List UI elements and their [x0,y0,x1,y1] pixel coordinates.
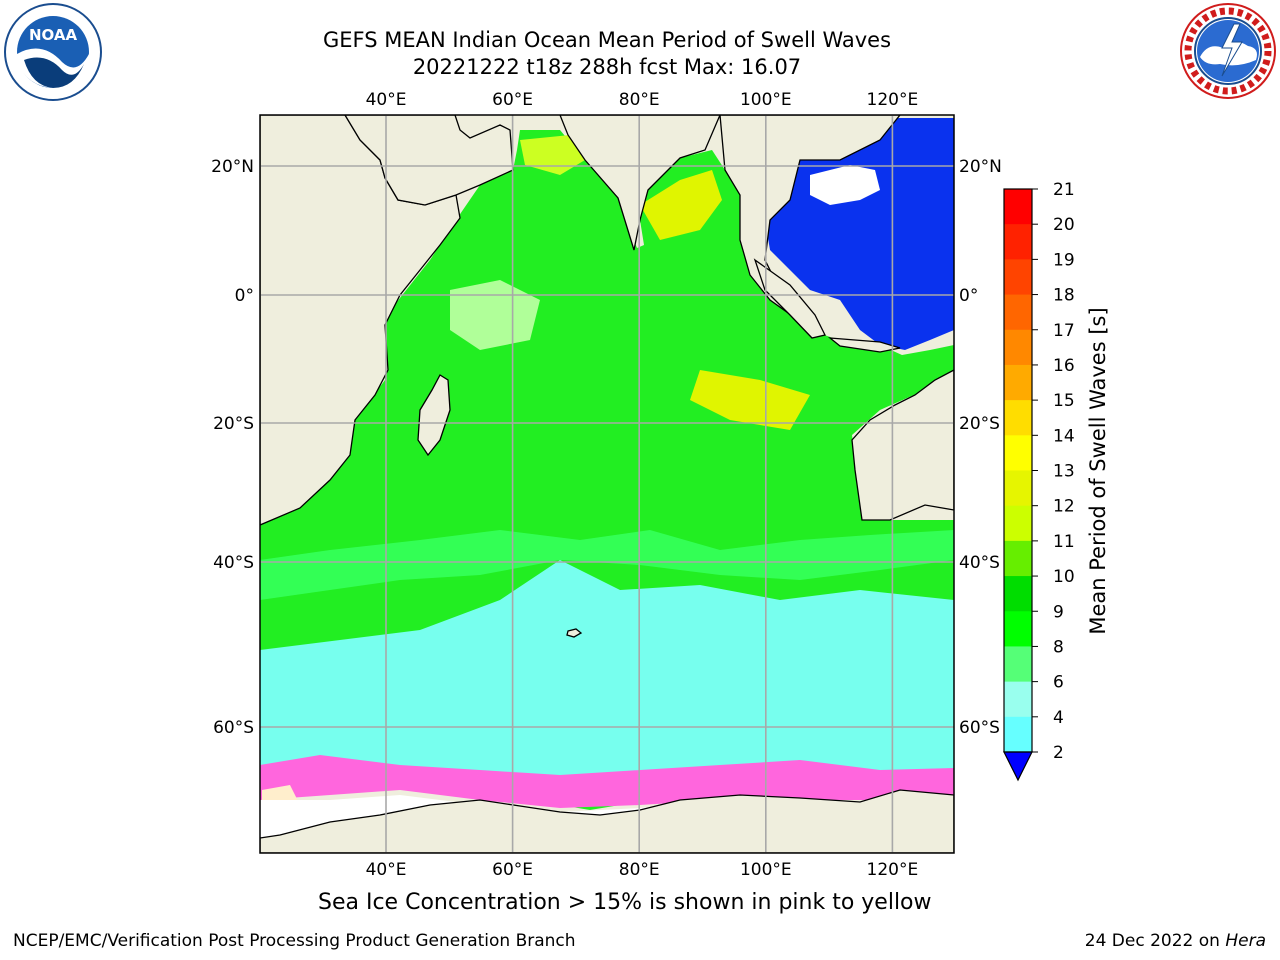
colorbar-tick-label: 21 [1053,180,1075,200]
yellow-swell-patch-3 [520,135,585,175]
lon-tick-label: 100°E [740,860,792,880]
noaa-logo: NOAA [4,3,102,101]
lon-tick-label: 100°E [740,90,792,110]
sea-ice-note: Sea Ice Concentration > 15% is shown in … [318,890,932,915]
colorbar-segment [1004,576,1032,612]
lon-tick-label: 120°E [867,860,919,880]
lat-tick-label-left: 20°N [211,157,254,177]
colorbar-segment [1004,329,1032,366]
colorbar-tick-label: 12 [1053,497,1075,517]
national-weather-service-logo [1180,3,1276,99]
lat-tick-label-right: 20°N [959,157,1002,177]
map-frame [259,114,955,854]
colorbar-tick-label: 20 [1053,215,1075,235]
land-sumatra [753,258,826,339]
footer-date-text: 24 Dec 2022 on [1084,931,1220,951]
sea-ice-band [260,755,954,808]
colorbar-tick-label: 2 [1053,743,1064,763]
no-data-patch [810,165,880,205]
lat-tick-label-left: 60°S [213,718,254,738]
noaa-logo-text: NOAA [29,26,78,44]
lat-tick-label-right: 40°S [959,553,1000,573]
chart-title: GEFS MEAN Indian Ocean Mean Period of Sw… [322,28,892,52]
footer-date: 24 Dec 2022 on Hera [1085,931,1266,951]
map-panel [260,115,954,853]
chart-subtitle: 20221222 t18z 288h fcst Max: 16.07 [412,55,802,79]
colorbar-under-extension [1003,751,1033,782]
colorbar-tick-label: 13 [1053,462,1075,482]
colorbar-tick-label: 11 [1053,532,1075,552]
map-tick-labels: 40°E 40°E 60°E 60°E 80°E 80°E 100°E 100°E 120°E 1… [211,90,1002,880]
land-java [827,337,901,353]
land-madagascar [417,374,451,457]
colorbar-tick-label: 14 [1053,426,1075,446]
lat-tick-label-left: 0° [235,286,254,306]
yellow-swell-patch-1 [640,170,722,240]
colorbar-tick-label: 10 [1053,567,1075,587]
land-antarctica [260,789,954,853]
colorbar-tick-label: 18 [1053,286,1075,306]
lat-tick-label-right: 20°S [959,414,1000,434]
lon-tick-label: 60°E [492,860,533,880]
colorbar-segment [1004,540,1032,577]
colorbar-segment [1004,470,1032,507]
colorbar-tick-label: 6 [1053,673,1064,693]
colorbar-segment [1004,646,1032,683]
colorbar-segment [1004,259,1032,296]
lat-tick-label-right: 60°S [959,718,1000,738]
colorbar-segment [1004,364,1032,401]
colorbar-tick-label: 19 [1053,250,1075,270]
lon-tick-label: 80°E [619,90,660,110]
colorbar: 21 20 19 18 17 16 15 14 13 12 11 10 9 8 6 4 2 [1003,180,1075,782]
colorbar-segment [1004,294,1032,331]
colorbar-tick-label: 16 [1053,356,1075,376]
lat-tick-label-left: 40°S [213,553,254,573]
footer-host: Hera [1225,931,1266,951]
lon-tick-label: 120°E [867,90,919,110]
colorbar-segment [1004,435,1032,471]
lon-tick-label: 40°E [366,90,407,110]
colorbar-tick-label: 4 [1053,708,1064,728]
colorbar-segment [1004,505,1032,542]
green-band [260,530,954,600]
lat-tick-label-left: 20°S [213,414,254,434]
colorbar-segment [1004,224,1032,260]
colorbar-segment [1004,189,1032,225]
land-kerguelen [566,628,583,638]
lon-tick-label: 80°E [619,860,660,880]
lon-tick-label: 60°E [492,90,533,110]
lat-tick-label-right: 0° [959,286,978,306]
lon-tick-label: 40°E [366,860,407,880]
southern-ocean-field [260,560,954,795]
colorbar-segment [1004,611,1032,647]
equatorial-cyan-patch [450,280,540,350]
colorbar-segment [1004,716,1032,753]
land-australia [851,369,954,521]
footer-credit: NCEP/EMC/Verification Post Processing Pr… [13,931,576,951]
colorbar-tick-label: 17 [1053,321,1075,341]
colorbar-segment [1004,400,1032,436]
colorbar-tick-label: 15 [1053,391,1075,411]
colorbar-tick-label: 9 [1053,602,1064,622]
colorbar-segment [1004,681,1032,718]
colorbar-tick-label: 8 [1053,637,1064,657]
colorbar-label: Mean Period of Swell Waves [s] [1086,307,1110,634]
map-gridlines [260,115,954,853]
yellow-swell-patch-2 [690,370,810,430]
